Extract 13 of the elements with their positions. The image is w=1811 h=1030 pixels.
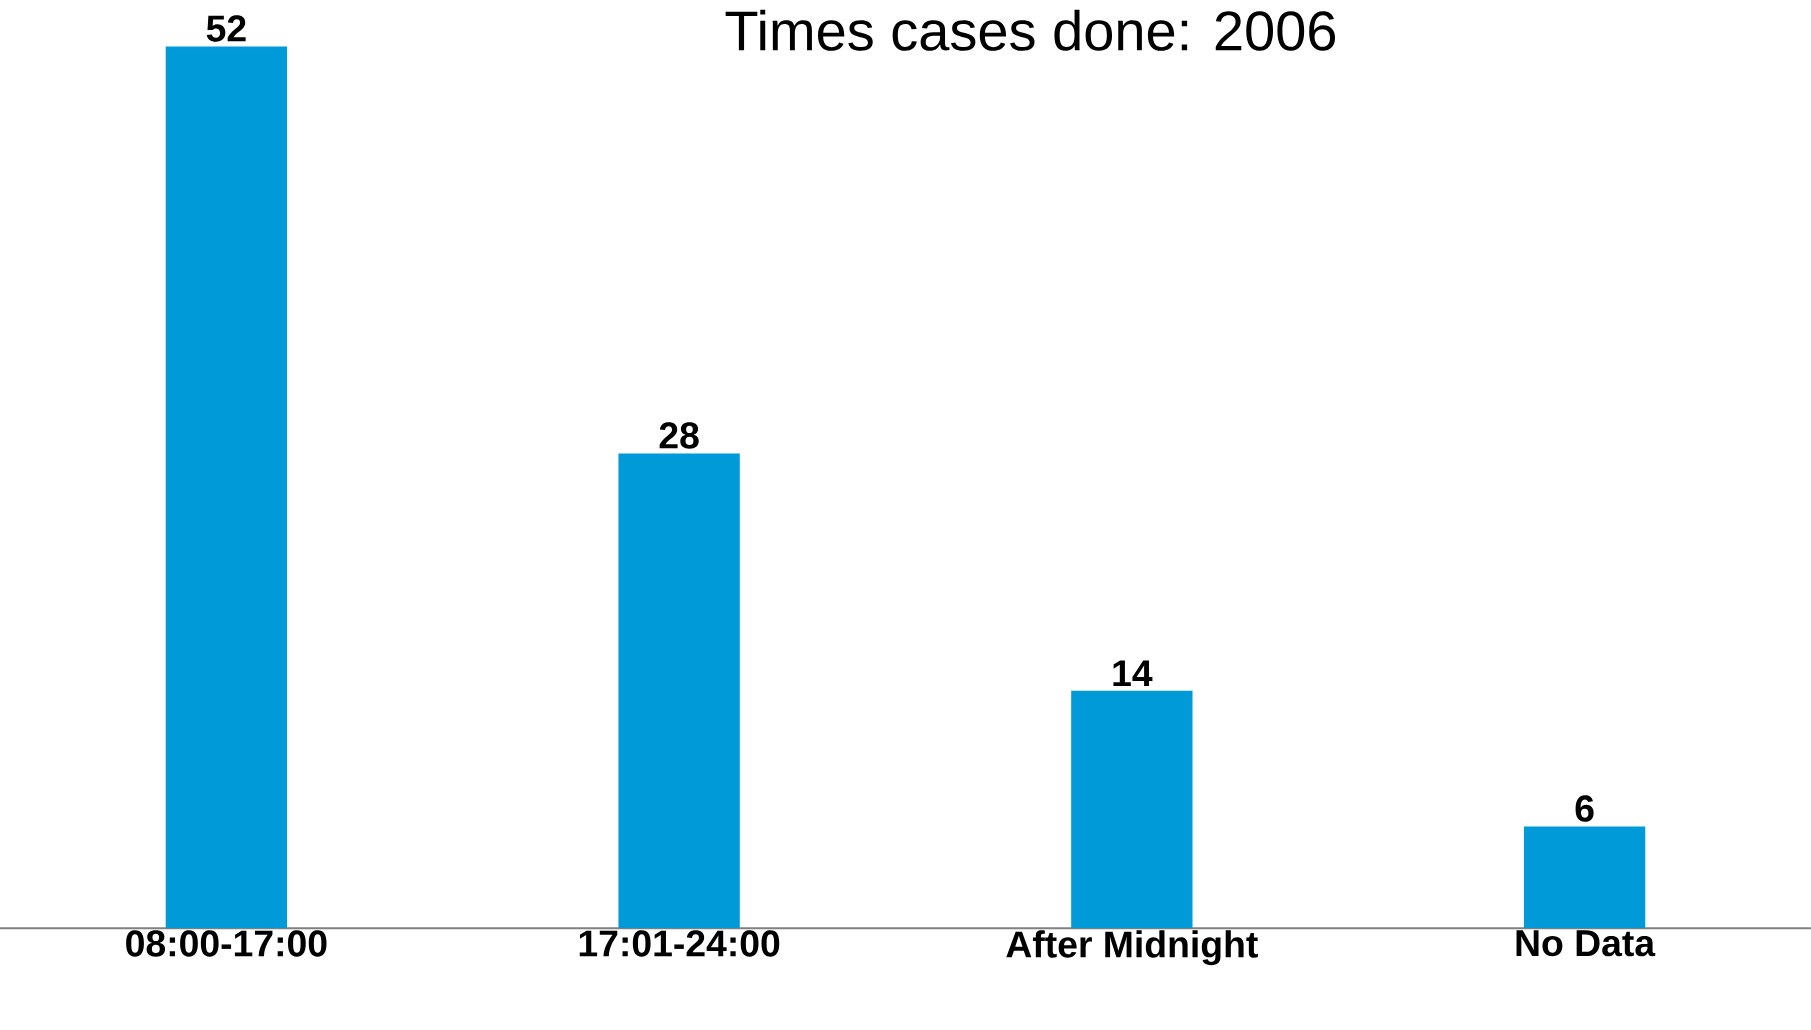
x-tick-label: 08:00-17:00 <box>126 930 327 957</box>
bar <box>1523 826 1646 929</box>
data-label: 28 <box>659 422 699 449</box>
bar <box>618 453 740 929</box>
bar <box>165 46 288 929</box>
data-label: 52 <box>206 15 246 42</box>
bar <box>1071 690 1193 929</box>
data-label: 6 <box>1575 795 1594 822</box>
x-tick-label: No Data <box>1516 930 1656 957</box>
data-label: 14 <box>1113 660 1153 687</box>
x-tick-label: After Midnight <box>1006 930 1258 966</box>
chart-title: Times cases done: 2006 <box>725 9 1336 51</box>
x-tick-label: 17:01-24:00 <box>579 930 780 957</box>
